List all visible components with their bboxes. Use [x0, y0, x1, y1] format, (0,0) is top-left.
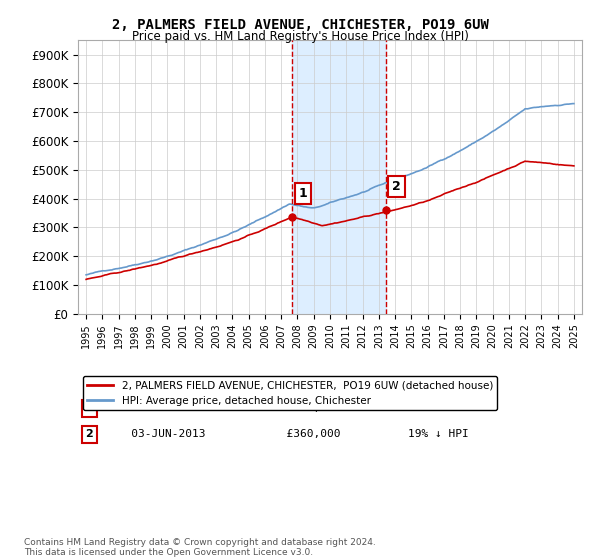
Text: 2: 2 — [392, 180, 401, 193]
Text: 1: 1 — [298, 187, 307, 200]
Text: Contains HM Land Registry data © Crown copyright and database right 2024.
This d: Contains HM Land Registry data © Crown c… — [24, 538, 376, 557]
Text: 1: 1 — [86, 403, 94, 413]
Bar — [292, 40, 386, 314]
Text: 2: 2 — [86, 430, 94, 440]
Text: 03-JUN-2013            £360,000          19% ↓ HPI: 03-JUN-2013 £360,000 19% ↓ HPI — [111, 430, 469, 440]
Legend: 2, PALMERS FIELD AVENUE, CHICHESTER,  PO19 6UW (detached house), HPI: Average pr: 2, PALMERS FIELD AVENUE, CHICHESTER, PO1… — [83, 376, 497, 410]
Text: Price paid vs. HM Land Registry's House Price Index (HPI): Price paid vs. HM Land Registry's House … — [131, 30, 469, 43]
Text: 2, PALMERS FIELD AVENUE, CHICHESTER, PO19 6UW: 2, PALMERS FIELD AVENUE, CHICHESTER, PO1… — [112, 18, 488, 32]
Text: 30-AUG-2007            £334,950          21% ↓ HPI: 30-AUG-2007 £334,950 21% ↓ HPI — [111, 403, 469, 413]
